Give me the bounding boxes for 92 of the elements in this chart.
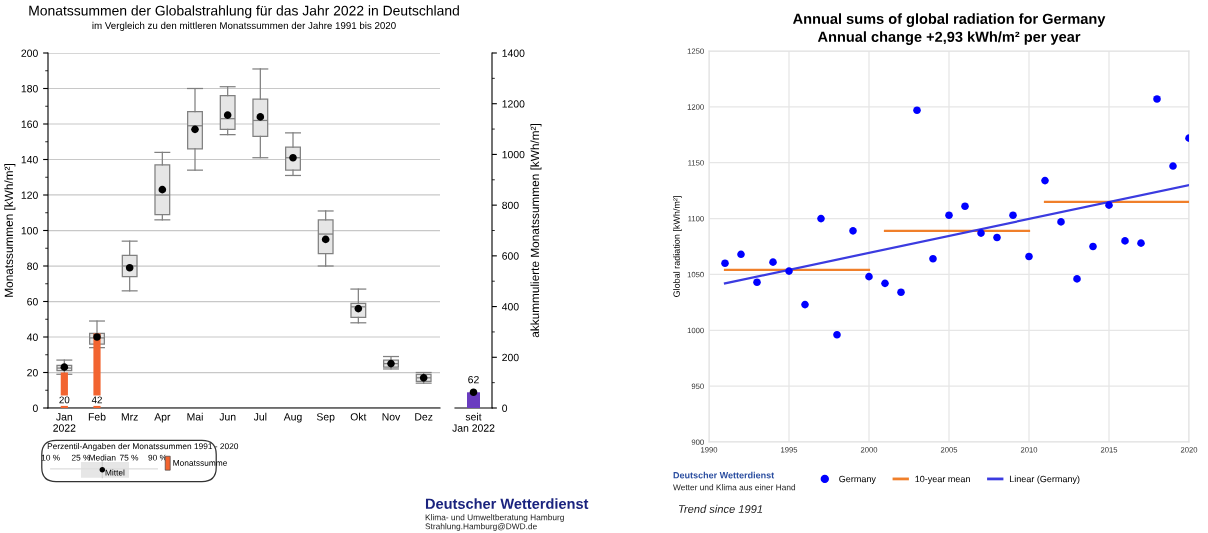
y-tick-label: 180: [21, 85, 38, 93]
x-tick-label: Jan 2022: [53, 413, 76, 432]
y2-tick-label: 1400: [502, 49, 525, 57]
text: Median: [89, 454, 116, 461]
y2-tick-label: 0: [502, 404, 508, 412]
y2-axis-title: akkummulierte Monatssummen [kWh/m²]: [530, 124, 542, 338]
text: Wetter und Klima aus einer Hand: [673, 484, 796, 491]
y2-tick-label: 1200: [502, 100, 525, 108]
point: [801, 300, 809, 309]
point: [387, 359, 395, 368]
text: 75 %: [119, 454, 139, 461]
point: [1057, 218, 1065, 226]
point: [419, 374, 428, 382]
x-tick-label: Jul: [253, 412, 267, 421]
chart-title: Annual sums of global radiation for Germany: [792, 13, 1106, 27]
point: [1137, 239, 1145, 247]
point: [256, 113, 265, 121]
text: Trend since 1991: [679, 504, 763, 513]
point: [1121, 237, 1129, 245]
point: [865, 272, 873, 281]
point: [833, 330, 841, 339]
point: [753, 278, 761, 287]
y2-tick-label: 600: [502, 252, 519, 260]
x-tick-label: Nov: [382, 413, 401, 421]
legend-label: Linear (Germany): [1009, 475, 1080, 484]
point: [913, 106, 921, 115]
y-tick-label: 20: [27, 369, 38, 377]
point: [769, 258, 777, 266]
y2-tick-label: 400: [501, 303, 519, 311]
point: [1153, 95, 1161, 103]
point: [721, 259, 729, 268]
chart-subtitle: im Vergleich zu den mittleren Monatssummen der Jahre 1991 bis 2020: [92, 21, 396, 31]
x-tick-label: Dez: [415, 413, 433, 421]
text: Strahlung.Hamburg@DWD.de: [425, 523, 537, 531]
point: [1089, 242, 1097, 251]
point: [929, 254, 937, 263]
point: [1041, 176, 1049, 185]
text: Deutscher Wetterdienst: [673, 471, 775, 479]
y-tick-label: 80: [27, 262, 38, 270]
point: [849, 227, 857, 235]
text: Deutscher Wetterdienst: [425, 498, 589, 509]
x-tick-label: Mai: [187, 412, 203, 421]
point: [897, 288, 905, 297]
y-tick-label: 200: [21, 49, 38, 57]
point: [191, 125, 199, 134]
x-tick-label: Okt: [350, 412, 367, 421]
point: [1105, 201, 1113, 209]
x-tick-label: Sep: [316, 413, 335, 423]
legend-label: 10-year mean: [915, 475, 970, 484]
y-tick-label: 40: [26, 333, 38, 341]
point: [60, 363, 69, 371]
point: [961, 202, 969, 211]
y-tick-label: 60: [27, 298, 38, 306]
y-tick-label: 120: [21, 191, 38, 199]
data-label: 20: [59, 396, 70, 404]
point: [881, 279, 889, 288]
point: [817, 214, 825, 223]
point: [1025, 252, 1033, 261]
y-tick-label: 100: [21, 227, 38, 235]
point: [158, 185, 167, 194]
y-tick-label: 160: [21, 120, 38, 128]
y-axis-title: Global radiation [kWh/m²]: [673, 196, 682, 297]
y2-tick-label: 1000: [502, 150, 525, 159]
point: [945, 211, 953, 220]
y2-tick-label: 200: [502, 353, 519, 362]
x-tick-label: Mrz: [121, 413, 138, 421]
legend-title: Perzentil-Angaben der Monatssummen 1991 - 2020: [47, 443, 239, 451]
legend-label: Mittel: [105, 469, 125, 476]
x-tick-label: seit Jan 2022: [452, 412, 495, 432]
point: [1073, 275, 1081, 283]
data-label: 62: [468, 375, 479, 384]
x-tick-label: Apr: [154, 413, 171, 423]
text: Klima- und Umweltberatung Hamburg: [425, 514, 564, 522]
chart-title: Monatssummen der Globalstrahlung für das Jahr 2022 in Deutschland: [29, 5, 459, 19]
point: [1009, 211, 1017, 220]
y-axis-title: Monatssummen [kWh/m²]: [4, 164, 16, 297]
point: [1169, 162, 1177, 170]
point: [977, 229, 985, 237]
x-tick-label: Aug: [283, 413, 302, 423]
y2-tick-label: 800: [502, 201, 519, 210]
x-tick-label: Jun: [219, 413, 236, 421]
text: 10 %: [41, 454, 60, 461]
text: 25 %: [71, 454, 91, 461]
data-label: 42: [91, 396, 102, 404]
point: [993, 233, 1001, 242]
chart-subtitle: Annual change +2,93 kWh/m² per year: [817, 31, 1081, 45]
point: [785, 267, 793, 275]
x-tick-label: Feb: [88, 412, 106, 421]
y-tick-label: 0: [32, 404, 38, 412]
y-tick-label: 140: [21, 156, 38, 164]
legend-label: Germany: [839, 475, 876, 484]
point: [737, 250, 745, 259]
